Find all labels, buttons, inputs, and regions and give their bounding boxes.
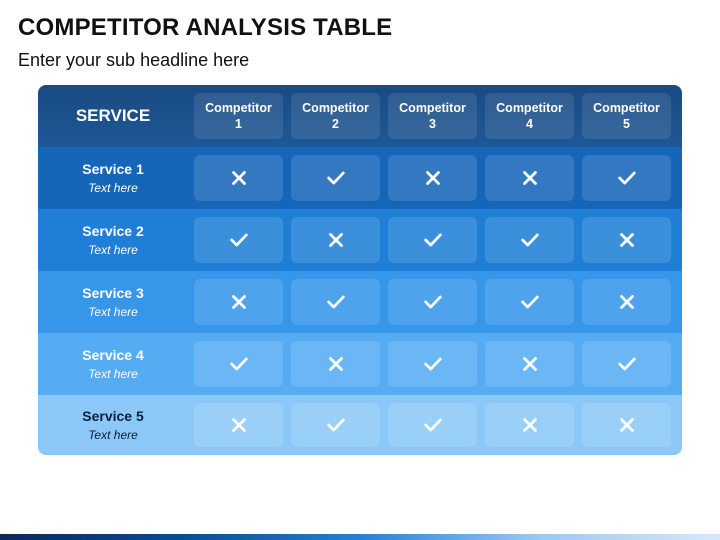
comparison-cell: [194, 341, 283, 387]
cross-icon: [328, 357, 343, 371]
cross-icon: [425, 171, 440, 185]
service-row: Service 4 Text here: [38, 333, 682, 395]
service-subtext: Text here: [88, 367, 138, 381]
check-icon: [423, 357, 442, 371]
service-subtext: Text here: [88, 305, 138, 319]
comparison-cell: [582, 403, 671, 447]
comparison-cell: [485, 217, 574, 263]
service-name: Service 3: [82, 285, 144, 301]
competitor-table: SERVICE Competitor 1 Competitor 2 Competitor 3…: [38, 85, 682, 455]
comparison-cell: [291, 341, 380, 387]
slide-subtitle: Enter your sub headline here: [18, 50, 250, 70]
comparison-cell: [194, 155, 283, 201]
service-subtext: Text here: [88, 181, 138, 195]
service-label-cell: Service 5 Text here: [38, 395, 188, 455]
competitor-header-number: 3: [429, 117, 436, 131]
competitor-header-cell: Competitor 4: [485, 93, 574, 139]
cross-icon: [522, 357, 537, 371]
competitor-header-number: 4: [526, 117, 533, 131]
service-name: Service 1: [82, 161, 144, 177]
comparison-cell: [388, 279, 477, 325]
competitor-header-cell: Competitor 3: [388, 93, 477, 139]
bottom-decorative-strip: [0, 534, 720, 540]
service-row: Service 1 Text here: [38, 147, 682, 209]
comparison-cell: [388, 403, 477, 447]
competitor-header-number: 5: [623, 117, 630, 131]
check-icon: [423, 418, 442, 432]
service-subtext: Text here: [88, 243, 138, 257]
comparison-cell: [388, 155, 477, 201]
check-icon: [326, 171, 345, 185]
service-label-cell: Service 2 Text here: [38, 209, 188, 271]
check-icon: [229, 233, 248, 247]
comparison-cell: [485, 403, 574, 447]
competitor-header-number: 2: [332, 117, 339, 131]
service-row: Service 3 Text here: [38, 271, 682, 333]
competitor-header-word: Competitor: [205, 101, 272, 115]
competitor-header-word: Competitor: [302, 101, 369, 115]
table-header-row: SERVICE Competitor 1 Competitor 2 Competitor 3…: [38, 85, 682, 147]
check-icon: [617, 357, 636, 371]
comparison-cell: [485, 341, 574, 387]
cross-icon: [522, 418, 537, 432]
comparison-cell: [485, 155, 574, 201]
comparison-cell: [194, 217, 283, 263]
slide-title: COMPETITOR ANALYSIS TABLE: [18, 14, 393, 41]
check-icon: [520, 233, 539, 247]
service-row: Service 2 Text here: [38, 209, 682, 271]
competitor-header-cell: Competitor 1: [194, 93, 283, 139]
comparison-cell: [388, 341, 477, 387]
cross-icon: [619, 295, 634, 309]
comparison-cell: [582, 217, 671, 263]
cross-icon: [619, 418, 634, 432]
competitor-header-cell: Competitor 2: [291, 93, 380, 139]
comparison-cell: [582, 155, 671, 201]
service-name: Service 5: [82, 408, 144, 424]
cross-icon: [522, 171, 537, 185]
service-subtext: Text here: [88, 428, 138, 442]
service-label-cell: Service 4 Text here: [38, 333, 188, 395]
check-icon: [423, 233, 442, 247]
competitor-header-word: Competitor: [593, 101, 660, 115]
service-name: Service 4: [82, 347, 144, 363]
comparison-cell: [194, 279, 283, 325]
check-icon: [326, 295, 345, 309]
competitor-header-number: 1: [235, 117, 242, 131]
check-icon: [423, 295, 442, 309]
comparison-cell: [291, 279, 380, 325]
comparison-cell: [194, 403, 283, 447]
comparison-cell: [582, 279, 671, 325]
cross-icon: [619, 233, 634, 247]
comparison-cell: [485, 279, 574, 325]
service-header-label: SERVICE: [75, 106, 151, 125]
comparison-cell: [291, 217, 380, 263]
comparison-cell: [388, 217, 477, 263]
competitor-header-cell: Competitor 5: [582, 93, 671, 139]
comparison-cell: [291, 155, 380, 201]
service-name: Service 2: [82, 223, 144, 239]
check-icon: [229, 357, 248, 371]
cross-icon: [328, 233, 343, 247]
comparison-cell: [582, 341, 671, 387]
service-label-cell: Service 1 Text here: [38, 147, 188, 209]
check-icon: [326, 418, 345, 432]
service-row: Service 5 Text here: [38, 395, 682, 455]
comparison-cell: [291, 403, 380, 447]
check-icon: [520, 295, 539, 309]
check-icon: [617, 171, 636, 185]
service-label-cell: Service 3 Text here: [38, 271, 188, 333]
cross-icon: [231, 171, 246, 185]
competitor-header-word: Competitor: [496, 101, 563, 115]
competitor-header-word: Competitor: [399, 101, 466, 115]
cross-icon: [231, 418, 246, 432]
cross-icon: [231, 295, 246, 309]
header-label-cell: SERVICE: [38, 85, 188, 147]
